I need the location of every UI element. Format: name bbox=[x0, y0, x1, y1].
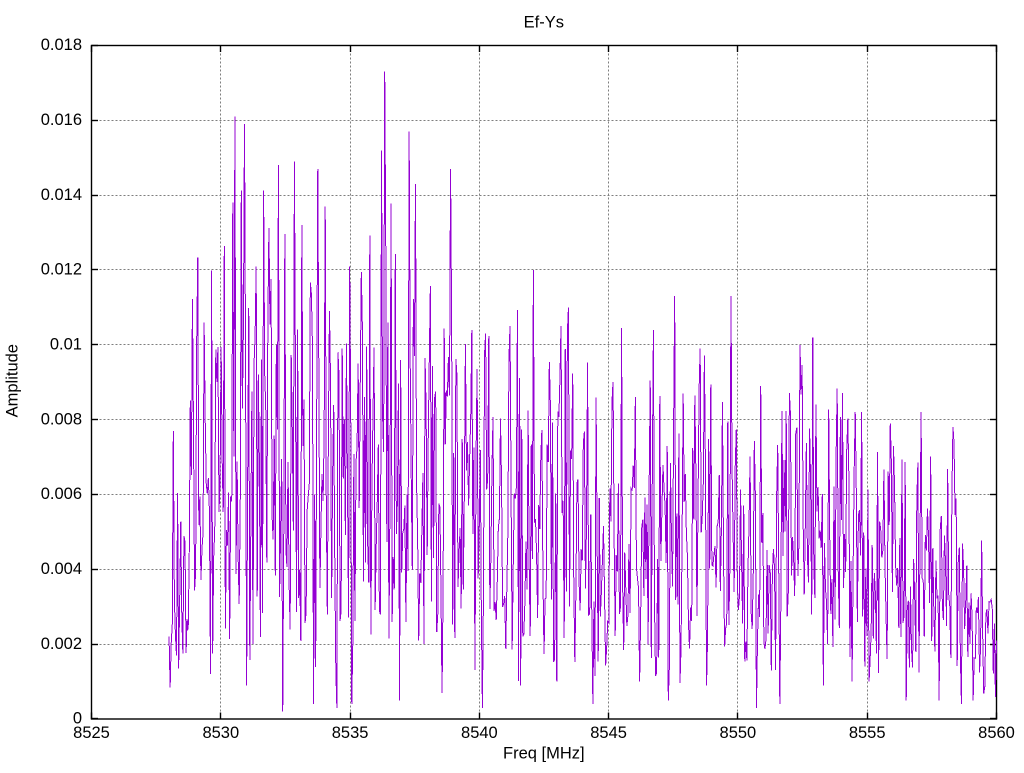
svg-text:8535: 8535 bbox=[332, 724, 369, 742]
svg-text:8525: 8525 bbox=[73, 724, 110, 742]
svg-text:0.006: 0.006 bbox=[41, 485, 82, 503]
svg-text:Freq [MHz]: Freq [MHz] bbox=[503, 745, 585, 763]
svg-text:8550: 8550 bbox=[720, 724, 757, 742]
svg-text:8540: 8540 bbox=[461, 724, 498, 742]
svg-text:0.012: 0.012 bbox=[41, 261, 82, 279]
svg-text:0.01: 0.01 bbox=[50, 336, 82, 354]
svg-text:0: 0 bbox=[73, 710, 82, 728]
svg-text:0.008: 0.008 bbox=[41, 410, 82, 428]
svg-text:Ef-Ys: Ef-Ys bbox=[524, 13, 564, 31]
svg-text:0.014: 0.014 bbox=[41, 186, 82, 204]
svg-text:8555: 8555 bbox=[849, 724, 886, 742]
svg-text:8530: 8530 bbox=[202, 724, 239, 742]
svg-text:8545: 8545 bbox=[590, 724, 627, 742]
svg-text:0.004: 0.004 bbox=[41, 560, 82, 578]
svg-text:0.018: 0.018 bbox=[41, 36, 82, 54]
svg-text:0.002: 0.002 bbox=[41, 635, 82, 653]
svg-text:8560: 8560 bbox=[978, 724, 1015, 742]
svg-text:Amplitude: Amplitude bbox=[4, 344, 22, 417]
svg-text:0.016: 0.016 bbox=[41, 111, 82, 129]
